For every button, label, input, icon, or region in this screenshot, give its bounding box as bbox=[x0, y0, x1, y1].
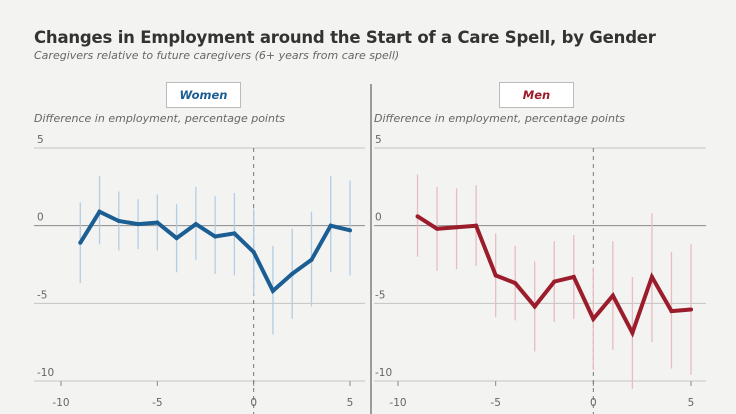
men-data-point bbox=[591, 316, 596, 321]
chart-title: Changes in Employment around the Start o… bbox=[34, 28, 656, 47]
women-data-point bbox=[174, 236, 179, 241]
men-data-point bbox=[630, 330, 635, 335]
men-y-tick-label: 5 bbox=[375, 134, 382, 146]
women-data-point bbox=[309, 257, 314, 262]
men-data-point bbox=[649, 274, 654, 279]
women-data-point bbox=[251, 250, 256, 255]
men-panel-label: Men bbox=[499, 82, 574, 108]
men-y-tick-label: -5 bbox=[375, 289, 385, 301]
women-panel-label: Women bbox=[166, 82, 241, 108]
women-x-tick-label: 0 bbox=[250, 397, 257, 409]
women-data-point bbox=[116, 219, 121, 224]
chart-subtitle: Caregivers relative to future caregivers… bbox=[34, 49, 400, 62]
women-x-tick-label: 5 bbox=[347, 397, 354, 409]
men-x-tick-label: -5 bbox=[490, 397, 500, 409]
women-data-point bbox=[290, 271, 295, 276]
men-data-point bbox=[669, 309, 674, 314]
women-y-axis-label: Difference in employment, percentage poi… bbox=[34, 112, 285, 125]
men-y-axis-label: Difference in employment, percentage poi… bbox=[374, 112, 625, 125]
men-y-tick-label: 0 bbox=[375, 212, 382, 224]
men-data-point bbox=[689, 307, 693, 312]
women-data-point bbox=[328, 223, 333, 228]
men-data-point bbox=[493, 273, 498, 278]
women-data-point bbox=[193, 222, 198, 227]
women-y-tick-label: -10 bbox=[37, 367, 54, 379]
men-data-point bbox=[532, 304, 537, 309]
women-data-point bbox=[270, 288, 275, 293]
men-x-tick-label: -10 bbox=[389, 397, 406, 409]
men-data-point bbox=[435, 226, 440, 231]
men-x-tick-label: 5 bbox=[688, 397, 695, 409]
men-data-point bbox=[552, 279, 557, 284]
women-data-point bbox=[78, 240, 83, 245]
men-data-point bbox=[474, 223, 479, 228]
women-y-tick-label: 0 bbox=[37, 212, 44, 224]
women-data-point bbox=[136, 222, 141, 227]
women-y-tick-label: -5 bbox=[37, 289, 47, 301]
women-x-tick-label: -5 bbox=[152, 397, 162, 409]
men-x-tick-label: 0 bbox=[590, 397, 597, 409]
men-data-point bbox=[513, 281, 518, 286]
men-y-tick-label: -10 bbox=[375, 367, 392, 379]
men-data-point bbox=[610, 293, 615, 298]
panel-divider bbox=[370, 84, 372, 414]
men-data-point bbox=[415, 214, 420, 219]
women-data-point bbox=[348, 228, 352, 233]
women-y-tick-label: 5 bbox=[37, 134, 44, 146]
men-data-point bbox=[454, 225, 459, 230]
women-data-point bbox=[155, 220, 160, 225]
men-data-point bbox=[571, 274, 576, 279]
women-data-point bbox=[97, 209, 102, 214]
women-data-point bbox=[232, 231, 237, 236]
women-data-point bbox=[213, 234, 218, 239]
women-x-tick-label: -10 bbox=[52, 397, 69, 409]
